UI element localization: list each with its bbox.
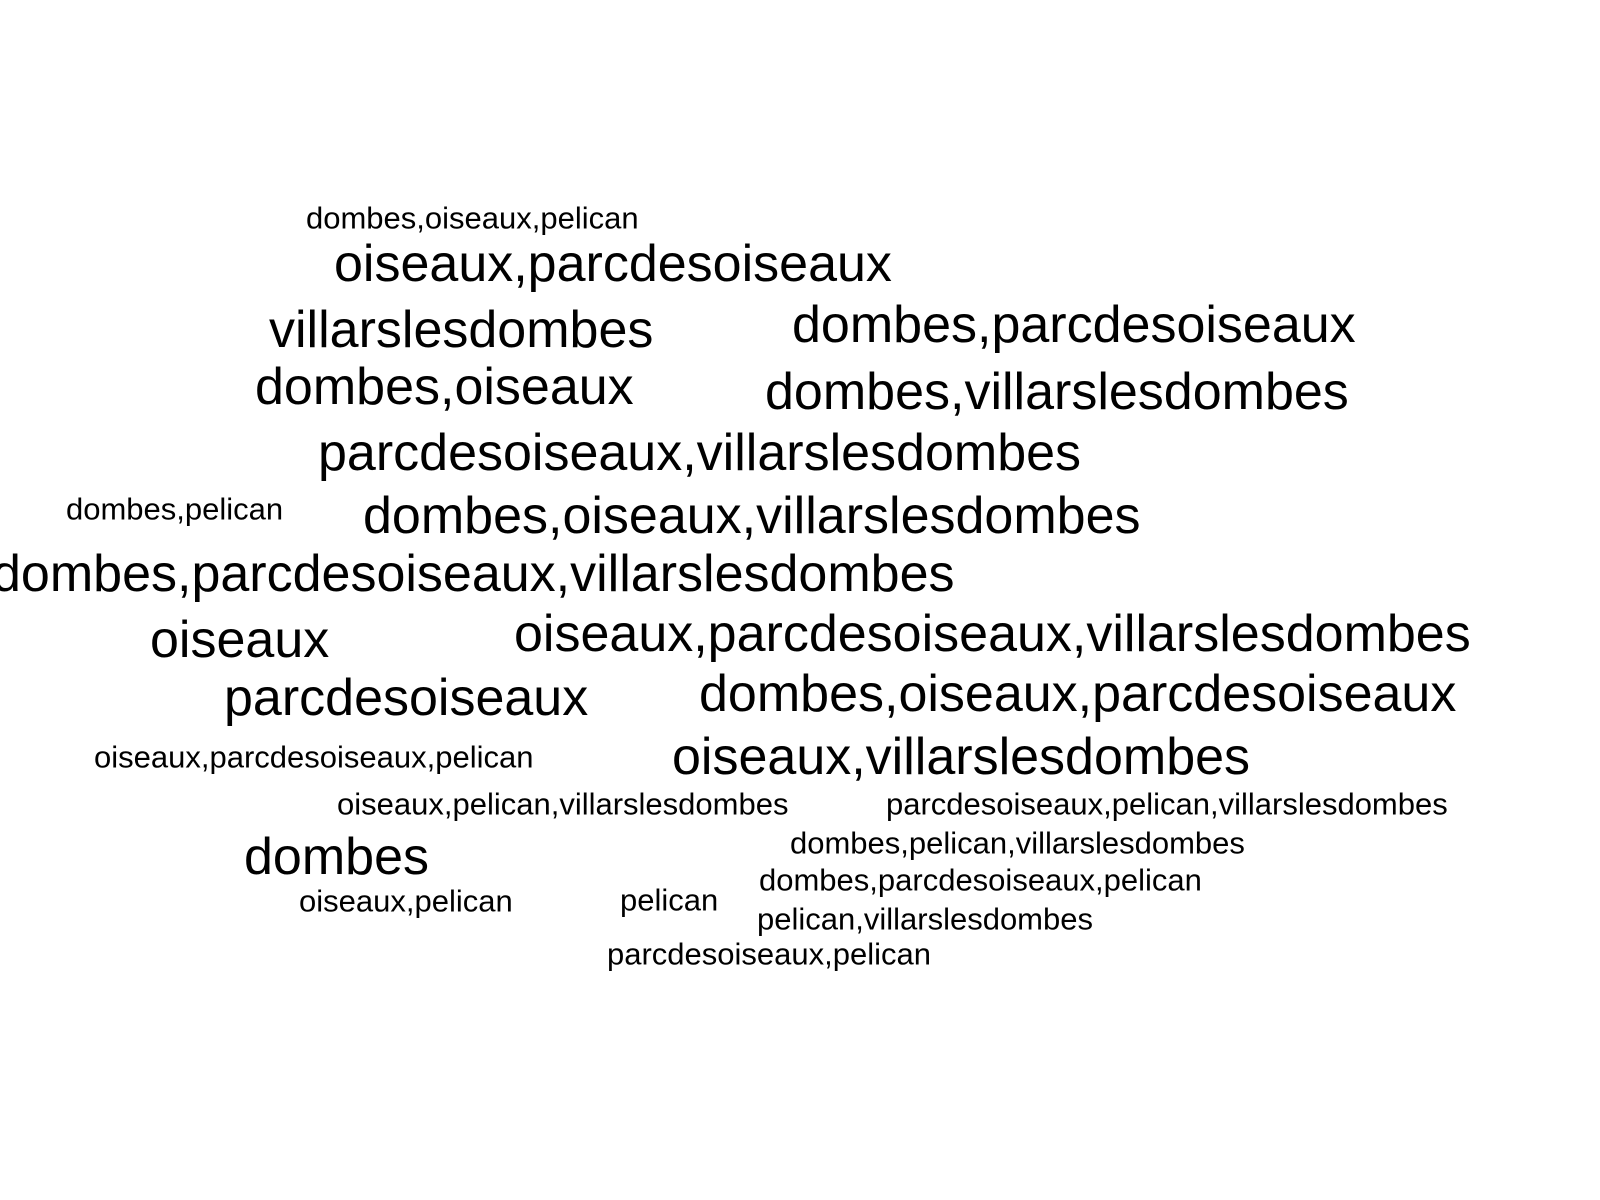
- cloud-word: dombes,pelican: [66, 491, 284, 527]
- cloud-word: dombes,oiseaux,villarslesdombes: [363, 487, 1141, 545]
- cloud-word: dombes,oiseaux,parcdesoiseaux: [699, 665, 1457, 723]
- cloud-word: oiseaux,pelican: [299, 883, 513, 919]
- cloud-word: dombes: [244, 828, 429, 886]
- cloud-word: dombes,parcdesoiseaux,pelican: [759, 862, 1202, 898]
- cloud-word: villarslesdombes: [269, 301, 654, 359]
- cloud-word: oiseaux,parcdesoiseaux: [334, 235, 892, 293]
- cloud-word: pelican,villarslesdombes: [757, 901, 1093, 937]
- cloud-word: dombes,oiseaux,pelican: [306, 200, 639, 236]
- cloud-word: oiseaux: [150, 611, 330, 669]
- cloud-word: oiseaux,parcdesoiseaux,pelican: [94, 739, 534, 775]
- cloud-word: dombes,parcdesoiseaux,villarslesdombes: [0, 545, 955, 603]
- cloud-word: dombes,villarslesdombes: [765, 363, 1349, 421]
- cloud-word: parcdesoiseaux,villarslesdombes: [318, 424, 1082, 482]
- cloud-word: oiseaux,pelican,villarslesdombes: [337, 786, 789, 822]
- cloud-word: oiseaux,parcdesoiseaux,villarslesdombes: [514, 605, 1471, 663]
- cloud-word: parcdesoiseaux: [224, 669, 589, 727]
- cloud-word: parcdesoiseaux,pelican: [607, 936, 931, 972]
- cloud-word: pelican: [620, 882, 719, 918]
- cloud-word: parcdesoiseaux,pelican,villarslesdombes: [886, 786, 1448, 822]
- cloud-word: dombes,parcdesoiseaux: [792, 296, 1356, 354]
- cloud-word: oiseaux,villarslesdombes: [672, 728, 1251, 786]
- cloud-word: dombes,pelican,villarslesdombes: [790, 825, 1245, 861]
- cloud-word: dombes,oiseaux: [255, 358, 634, 416]
